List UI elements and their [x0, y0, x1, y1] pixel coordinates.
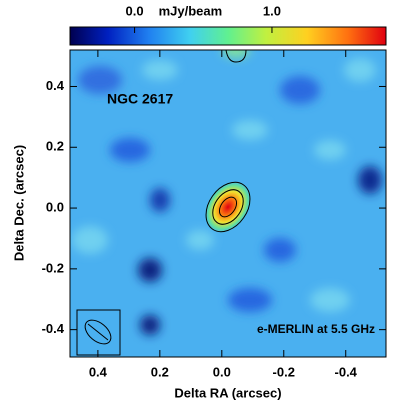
annotation: e-MERLIN at 5.5 GHz [257, 322, 375, 336]
x-tick-label: 0.4 [89, 364, 108, 379]
y-tick-label: -0.4 [42, 321, 65, 336]
colorbar-tick-label: 1.0 [263, 3, 281, 18]
y-tick-label: -0.2 [42, 260, 64, 275]
contour [225, 50, 247, 63]
beam [84, 319, 112, 345]
noise [72, 50, 382, 335]
contour [218, 196, 238, 218]
beam-axis [87, 323, 109, 341]
y-tick-label: 0.0 [46, 199, 64, 214]
title: NGC 2617 [107, 91, 173, 107]
contour [205, 181, 251, 233]
contour [212, 189, 244, 225]
x-tick-label: -0.4 [335, 364, 358, 379]
y-tick-label: 0.2 [46, 139, 64, 154]
x-tick-label: 0.2 [151, 364, 169, 379]
x-axis-label: Delta RA (arcsec) [174, 385, 281, 400]
beam-box [76, 309, 121, 356]
source [205, 181, 251, 233]
colorbar-label: mJy/beam [159, 3, 223, 18]
y-axis-label: Delta Dec. (arcsec) [11, 145, 26, 261]
plot-frame [69, 49, 387, 358]
image [70, 50, 386, 357]
y-tick-label: 0.4 [46, 78, 65, 93]
x-tick-label: -0.2 [273, 364, 295, 379]
colorbar-tick-label: 0.0 [126, 3, 144, 18]
colorbar [69, 26, 387, 46]
x-tick-label: 0.0 [213, 364, 231, 379]
colorbar-scale [69, 26, 387, 46]
